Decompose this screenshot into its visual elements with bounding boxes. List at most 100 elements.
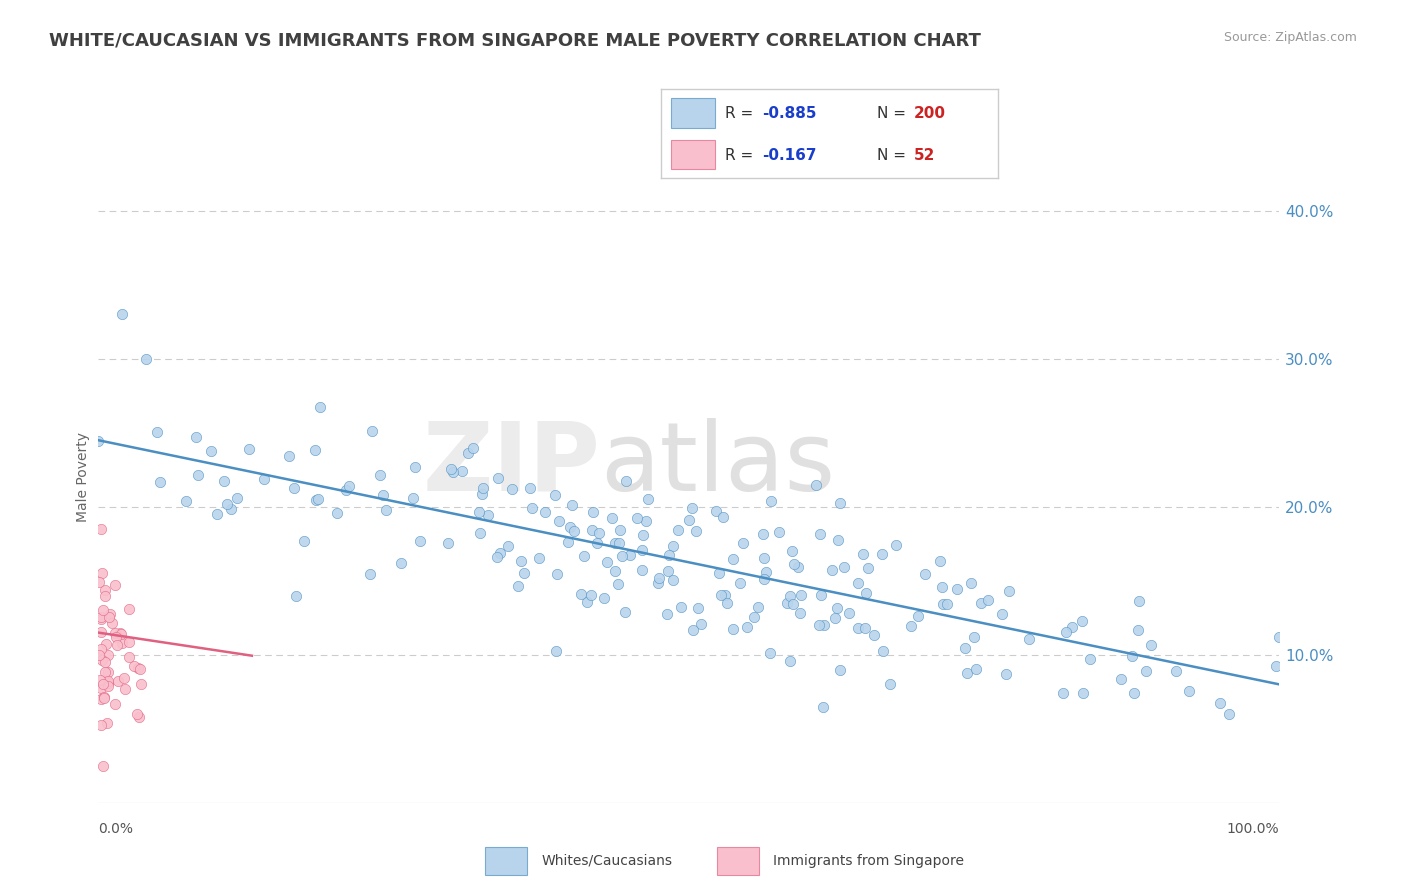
Point: [832, 560, 855, 574]
Point: [90, 653, 112, 667]
Point: [546, 644, 568, 658]
Point: [884, 538, 907, 552]
Point: [128, 662, 150, 676]
Point: [614, 474, 637, 488]
Point: [145, 425, 167, 440]
Point: [110, 627, 132, 641]
Point: [557, 535, 579, 549]
Point: [1018, 632, 1040, 646]
Point: [174, 493, 197, 508]
Point: [97, 674, 120, 689]
Point: [613, 606, 636, 620]
Point: [742, 609, 765, 624]
Point: [200, 444, 222, 458]
Point: [94, 582, 117, 597]
Point: [710, 588, 733, 602]
Point: [91, 676, 114, 690]
Point: [94, 665, 117, 679]
Point: [931, 580, 953, 594]
Point: [94, 590, 117, 604]
Point: [907, 609, 929, 624]
Point: [1218, 707, 1240, 722]
Point: [104, 578, 127, 592]
Point: [626, 510, 648, 524]
Point: [603, 564, 626, 578]
Point: [721, 622, 744, 636]
Point: [606, 577, 628, 591]
Point: [118, 602, 141, 616]
Point: [90, 692, 112, 706]
Point: [506, 579, 529, 593]
Point: [496, 539, 519, 553]
Point: [662, 573, 685, 587]
Point: [1071, 686, 1094, 700]
Point: [581, 588, 603, 602]
Point: [371, 488, 394, 502]
Point: [586, 536, 609, 550]
Point: [471, 487, 494, 501]
Point: [647, 571, 669, 585]
Point: [789, 588, 811, 602]
Point: [752, 550, 775, 565]
Point: [129, 677, 152, 691]
Point: [89, 673, 111, 687]
Point: [634, 514, 657, 528]
Point: [681, 500, 703, 515]
Point: [375, 502, 398, 516]
Point: [107, 674, 129, 689]
Point: [759, 493, 782, 508]
Point: [1208, 696, 1230, 710]
Point: [87, 648, 110, 662]
Point: [1135, 664, 1157, 678]
Text: WHITE/CAUCASIAN VS IMMIGRANTS FROM SINGAPORE MALE POVERTY CORRELATION CHART: WHITE/CAUCASIAN VS IMMIGRANTS FROM SINGA…: [49, 31, 981, 49]
Point: [806, 477, 828, 491]
Point: [1070, 614, 1092, 628]
Point: [307, 491, 329, 506]
Point: [1164, 664, 1187, 678]
Point: [846, 621, 869, 635]
Point: [735, 619, 758, 633]
Point: [1265, 658, 1288, 673]
Point: [900, 619, 922, 633]
Point: [1178, 683, 1201, 698]
Point: [97, 676, 120, 690]
Point: [472, 481, 495, 495]
Point: [122, 659, 145, 673]
Point: [486, 550, 509, 565]
Point: [125, 706, 148, 721]
Point: [855, 585, 877, 599]
Point: [108, 625, 131, 640]
Text: ZIP: ZIP: [422, 417, 600, 511]
Point: [205, 507, 228, 521]
Point: [440, 462, 463, 476]
Point: [1078, 651, 1101, 665]
Point: [607, 536, 630, 550]
Point: [1268, 630, 1291, 644]
Point: [105, 638, 128, 652]
Point: [824, 611, 846, 625]
Point: [219, 501, 242, 516]
Point: [468, 505, 491, 519]
Point: [404, 459, 426, 474]
Point: [522, 501, 544, 516]
Point: [285, 589, 308, 603]
Point: [98, 607, 121, 621]
Point: [215, 497, 238, 511]
Point: [783, 558, 806, 572]
Point: [963, 630, 986, 644]
Point: [759, 646, 782, 660]
Point: [592, 591, 614, 605]
Point: [90, 610, 112, 624]
Point: [755, 565, 778, 579]
Point: [548, 515, 571, 529]
Point: [690, 617, 713, 632]
Point: [389, 556, 412, 570]
Point: [825, 601, 848, 615]
Point: [977, 593, 1000, 607]
Point: [186, 430, 208, 444]
Point: [603, 536, 626, 550]
Point: [787, 560, 810, 574]
Point: [304, 442, 326, 457]
Point: [932, 597, 955, 611]
Point: [214, 475, 236, 489]
